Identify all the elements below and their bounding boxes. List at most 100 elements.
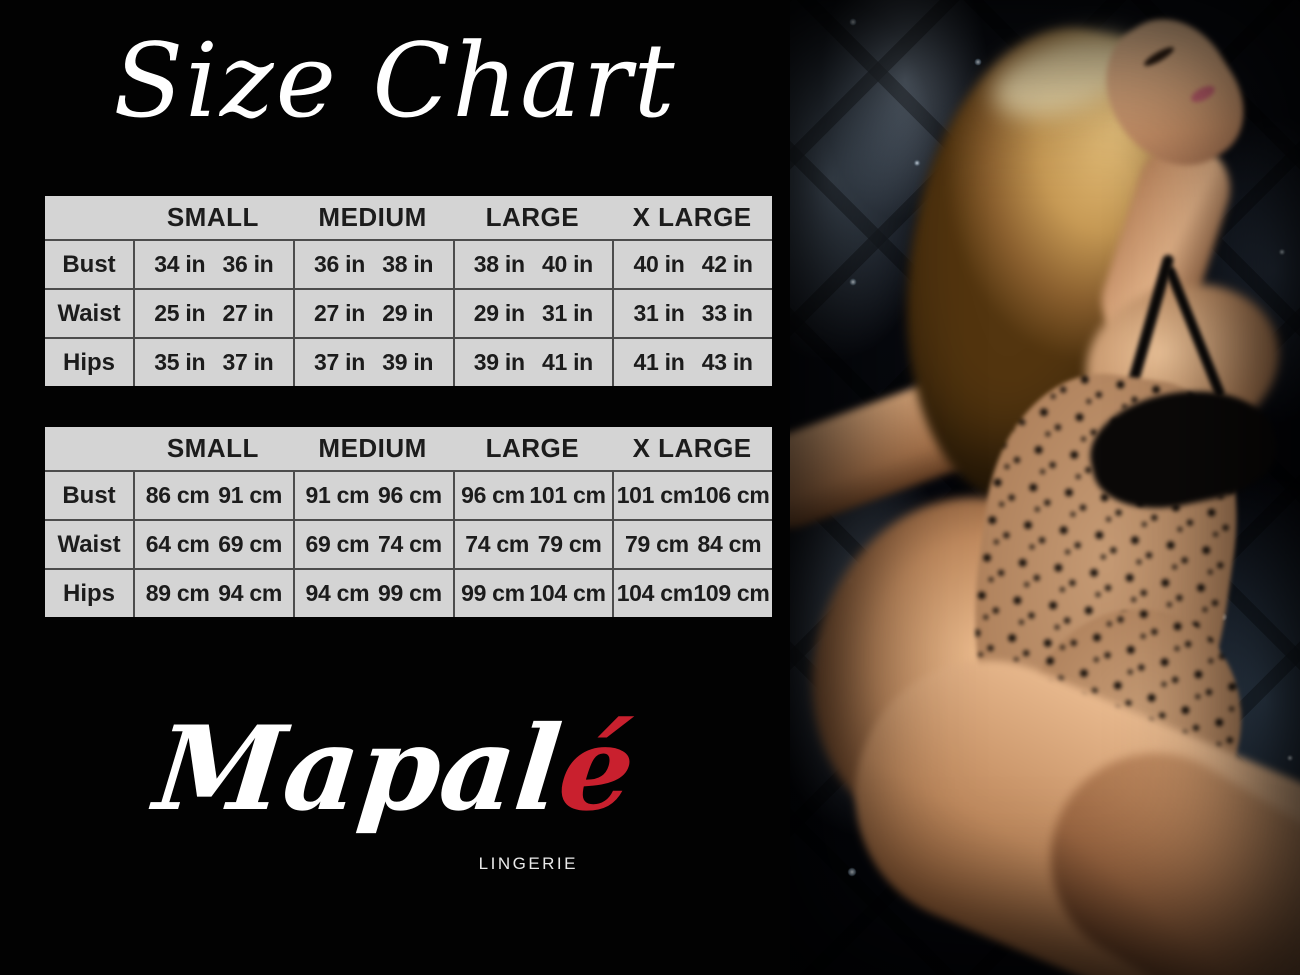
table-cell: 79 cm 84 cm: [612, 519, 772, 568]
measure-value: 86 cm: [145, 482, 210, 508]
measure-value: 99 cm: [461, 580, 525, 606]
size-table-centimeters: SMALL MEDIUM LARGE X LARGE Bust 86 cm 91 …: [45, 427, 772, 617]
measure-value: 79 cm: [537, 531, 602, 557]
measure-value: 35 in: [154, 349, 206, 375]
row-label-bust: Bust: [45, 239, 133, 288]
measure-value: 43 in: [701, 349, 753, 375]
table-cell: 89 cm 94 cm: [133, 568, 293, 617]
measure-value: 94 cm: [218, 580, 282, 606]
measure-value: 37 in: [222, 349, 274, 375]
column-header-medium: MEDIUM: [318, 202, 427, 232]
measure-value: 29 in: [382, 300, 434, 326]
measure-value: 40 in: [633, 251, 685, 277]
table-cell: 27 in 29 in: [292, 288, 453, 337]
left-panel: Size Chart SMALL MEDIUM LARGE X LARGE Bu…: [0, 22, 790, 873]
measure-value: 89 cm: [145, 580, 210, 606]
table-cell: 34 in 36 in: [133, 239, 293, 288]
brand-logo: Mapalé LINGERIE: [0, 701, 790, 873]
measure-value: 36 in: [222, 251, 274, 277]
table-cell: 29 in 31 in: [452, 288, 613, 337]
measure-value: 74 cm: [378, 531, 442, 557]
measure-value: 39 in: [382, 349, 434, 375]
row-label-bust: Bust: [45, 470, 133, 519]
measure-value: 27 in: [222, 300, 274, 326]
table-cell: 38 in 40 in: [452, 239, 613, 288]
measure-value: 106 cm: [693, 482, 770, 508]
table-cell: 64 cm 69 cm: [133, 519, 293, 568]
table-cell: 41 in 43 in: [612, 337, 772, 386]
measure-value: 104 cm: [616, 580, 694, 606]
measure-value: 36 in: [314, 251, 365, 277]
measure-value: 64 cm: [145, 531, 210, 557]
row-label-waist: Waist: [45, 288, 133, 337]
page-title: Size Chart: [113, 22, 677, 141]
measure-value: 79 cm: [625, 531, 689, 557]
column-header-small: SMALL: [166, 433, 259, 463]
measure-value: 25 in: [154, 300, 206, 326]
measure-value: 99 cm: [378, 580, 442, 606]
measure-value: 38 in: [473, 251, 525, 277]
measure-value: 96 cm: [461, 482, 525, 508]
table-cell: 39 in 41 in: [452, 337, 613, 386]
column-header-large: LARGE: [485, 202, 580, 232]
photo-vignette: [790, 0, 1300, 975]
model-photo: [790, 0, 1300, 975]
table-cell: 40 in 42 in: [612, 239, 772, 288]
measure-value: 41 in: [542, 349, 593, 375]
measure-value: 27 in: [314, 300, 365, 326]
table-cell: 74 cm 79 cm: [452, 519, 613, 568]
brand-wordmark-accent: é: [552, 701, 642, 837]
measure-value: 29 in: [473, 300, 525, 326]
column-header-large: LARGE: [485, 433, 580, 463]
measure-value: 101 cm: [529, 482, 606, 508]
table-cell: 86 cm 91 cm: [133, 470, 293, 519]
column-header-small: SMALL: [166, 202, 259, 232]
table-corner-cell: [45, 427, 133, 470]
size-table-inches: SMALL MEDIUM LARGE X LARGE Bust 34 in 36 …: [45, 196, 772, 386]
row-label-hips: Hips: [45, 568, 133, 617]
measure-value: 31 in: [542, 300, 593, 326]
brand-tagline: LINGERIE: [478, 854, 578, 873]
table-cell: 96 cm 101 cm: [452, 470, 613, 519]
measure-value: 41 in: [633, 349, 685, 375]
table-corner-cell: [45, 196, 133, 239]
table-cell: 35 in 37 in: [133, 337, 293, 386]
measure-value: 84 cm: [697, 531, 762, 557]
measure-value: 33 in: [701, 300, 753, 326]
table-cell: 36 in 38 in: [292, 239, 453, 288]
table-cell: 25 in 27 in: [133, 288, 293, 337]
table-cell: 69 cm 74 cm: [292, 519, 453, 568]
measure-value: 74 cm: [465, 531, 529, 557]
table-cell: 101 cm 106 cm: [612, 470, 772, 519]
table-cell: 104 cm 109 cm: [612, 568, 772, 617]
brand-wordmark: Mapalé: [149, 701, 641, 837]
measure-value: 91 cm: [218, 482, 282, 508]
measure-value: 69 cm: [305, 531, 370, 557]
measure-value: 40 in: [542, 251, 593, 277]
measure-value: 31 in: [633, 300, 685, 326]
measure-value: 69 cm: [218, 531, 282, 557]
table-cell: 91 cm 96 cm: [292, 470, 453, 519]
column-header-xlarge: X LARGE: [632, 202, 752, 232]
row-label-waist: Waist: [45, 519, 133, 568]
measure-value: 104 cm: [529, 580, 606, 606]
measure-value: 96 cm: [378, 482, 442, 508]
table-cell: 31 in 33 in: [612, 288, 772, 337]
column-header-xlarge: X LARGE: [632, 433, 752, 463]
measure-value: 39 in: [473, 349, 525, 375]
row-label-hips: Hips: [45, 337, 133, 386]
measure-value: 34 in: [154, 251, 206, 277]
column-header-medium: MEDIUM: [318, 433, 427, 463]
measure-value: 109 cm: [693, 580, 770, 606]
measure-value: 37 in: [314, 349, 365, 375]
measure-value: 101 cm: [616, 482, 694, 508]
measure-value: 91 cm: [305, 482, 370, 508]
table-cell: 99 cm 104 cm: [452, 568, 613, 617]
measure-value: 94 cm: [305, 580, 370, 606]
measure-value: 38 in: [382, 251, 434, 277]
measure-value: 42 in: [701, 251, 753, 277]
table-cell: 94 cm 99 cm: [292, 568, 453, 617]
table-cell: 37 in 39 in: [292, 337, 453, 386]
brand-wordmark-main: Mapal: [149, 701, 568, 837]
